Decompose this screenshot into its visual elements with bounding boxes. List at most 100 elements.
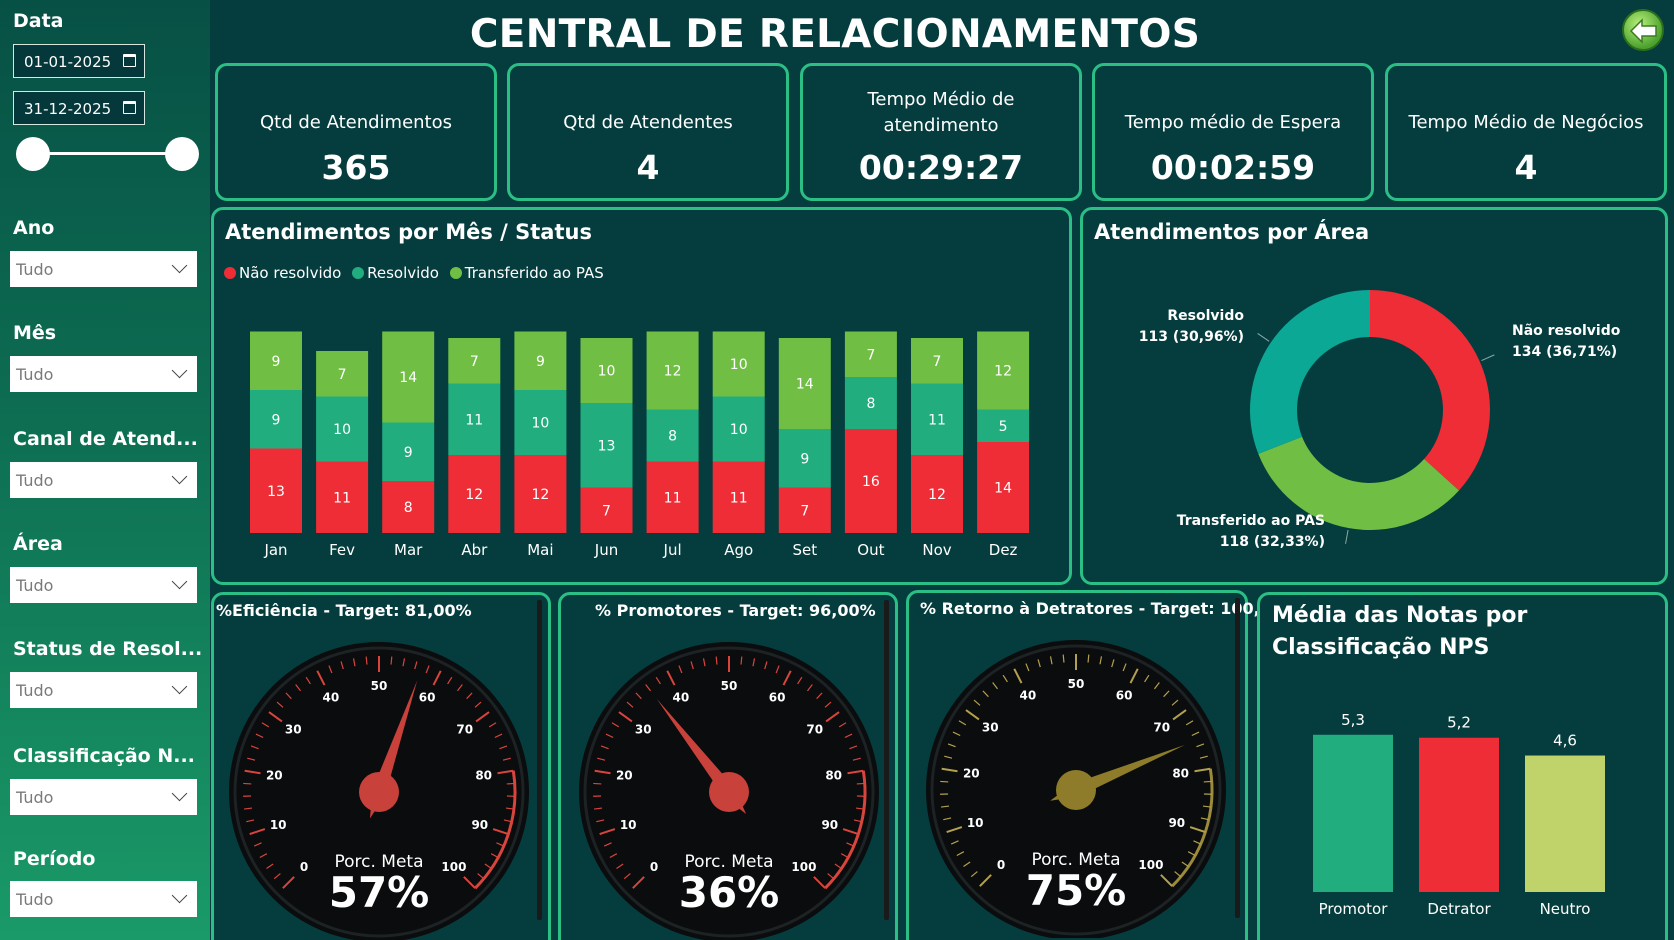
legend-item[interactable]: Transferido ao PAS (449, 264, 604, 282)
gauge-tick (1099, 656, 1103, 665)
scrollbar[interactable] (1235, 598, 1240, 918)
data-label: 5,3 (1341, 711, 1365, 729)
gauge-tick (593, 782, 602, 785)
monthly-chart-title: Atendimentos por Mês / Status (225, 220, 592, 244)
date-range-slider-track[interactable] (32, 152, 182, 155)
gauge-tick (609, 853, 618, 859)
gauge-tick (285, 692, 292, 700)
bar-segment (977, 331, 1030, 410)
gauge-tick (840, 853, 849, 859)
gauge-tick (797, 676, 803, 685)
donut-slice (1258, 436, 1459, 530)
legend-swatch (449, 267, 462, 279)
gauge-scale-label: 20 (266, 768, 283, 782)
kpi-label: Tempo médio de Espera (1124, 112, 1342, 133)
kpi-card-tempo-espera: Tempo médio de Espera 00:02:59 (1092, 63, 1374, 201)
gauge-tick (490, 853, 499, 859)
bar-segment (580, 487, 633, 533)
filter-dropdown-classificacao[interactable]: Tudo (10, 779, 197, 815)
calendar-icon[interactable] (123, 54, 136, 67)
gauge-tick (834, 863, 842, 869)
date-end-input[interactable]: 31-12-2025 (13, 91, 145, 125)
data-label: 11 (730, 490, 748, 506)
gauge-tick (1144, 674, 1150, 683)
gauge-scale-label: 50 (721, 679, 738, 693)
gauge-tick (666, 670, 676, 686)
bar-segment (977, 442, 1030, 533)
bar-segment (580, 338, 633, 403)
gauge-zone-arc (824, 770, 867, 890)
filter-dropdown-mes[interactable]: Tudo (10, 356, 197, 392)
x-tick-label: Detrator (1427, 900, 1491, 918)
back-arrow-icon (1629, 18, 1657, 44)
gauge-tick (295, 684, 302, 692)
filter-label-status: Status de Resol... (13, 638, 203, 660)
gauge-tick (1203, 780, 1212, 783)
data-label: 9 (272, 354, 281, 370)
gauge-tick (502, 757, 511, 761)
gauge-tick (432, 670, 442, 686)
gauge-scale-label: 80 (825, 768, 842, 782)
gauge-tick (825, 711, 840, 723)
data-label: 9 (800, 451, 809, 467)
data-label: 9 (536, 354, 545, 370)
gauge-tick (950, 840, 959, 845)
data-label: 7 (338, 367, 347, 383)
gauge-scale-label: 30 (285, 723, 302, 737)
gauge-tick (273, 873, 281, 880)
data-label: 14 (399, 370, 417, 386)
bar-segment (448, 338, 501, 384)
slice-name-label: Transferido ao PAS (1177, 513, 1325, 529)
gauge-tick (941, 767, 958, 773)
data-label: 8 (404, 500, 413, 516)
legend-item[interactable]: Resolvido (352, 264, 439, 282)
gauge-scale-label: 40 (673, 691, 690, 705)
gauge-caption: Porc. Meta (1031, 850, 1120, 870)
bar-segment (382, 422, 435, 481)
calendar-icon[interactable] (123, 101, 136, 114)
chevron-down-icon (171, 678, 188, 695)
filter-dropdown-area[interactable]: Tudo (10, 567, 197, 603)
gauge-scale-label: 10 (967, 816, 984, 830)
date-range-slider-start-handle[interactable] (16, 137, 50, 171)
gauge-tick (266, 863, 274, 869)
gauge-tick (678, 665, 683, 674)
gauge-tick (702, 658, 706, 667)
gauge-tick (1013, 668, 1023, 684)
dropdown-value: Tudo (16, 788, 54, 807)
bar-segment (580, 403, 633, 488)
gauge-tick (940, 805, 950, 808)
data-label: 10 (730, 422, 748, 438)
filter-dropdown-canal[interactable]: Tudo (10, 462, 197, 498)
date-end-value: 31-12-2025 (24, 100, 112, 118)
date-start-input[interactable]: 01-01-2025 (13, 44, 145, 78)
bar-segment (712, 396, 765, 462)
data-label: 12 (664, 364, 682, 380)
bar-segment (316, 396, 369, 462)
gauge-scale-label: 90 (821, 818, 838, 832)
bar-segment (382, 481, 435, 533)
date-range-slider-end-handle[interactable] (165, 137, 199, 171)
filter-dropdown-ano[interactable]: Tudo (10, 251, 197, 287)
gauge-tick (596, 819, 605, 823)
filter-dropdown-status[interactable]: Tudo (10, 672, 197, 708)
data-label: 16 (862, 474, 880, 490)
gauge-tick (1111, 659, 1115, 668)
dropdown-value: Tudo (16, 576, 54, 595)
legend-item[interactable]: Não resolvido (224, 264, 341, 282)
back-button[interactable] (1622, 9, 1664, 51)
gauge-tick (503, 819, 512, 823)
gauge-scale-label: 80 (475, 768, 492, 782)
gauge-scale-label: 30 (635, 723, 652, 737)
x-tick-label: Jan (263, 541, 287, 559)
scrollbar[interactable] (537, 600, 542, 920)
scrollbar[interactable] (884, 600, 889, 920)
filter-dropdown-periodo[interactable]: Tudo (10, 881, 197, 917)
gauge-tick (594, 769, 611, 775)
gauge-tick (611, 722, 620, 728)
gauge-tick (1200, 817, 1209, 821)
x-tick-label: Nov (922, 541, 951, 559)
gauge-tick (838, 722, 847, 728)
gauge-tick (499, 745, 508, 750)
gauge-tick (282, 876, 295, 889)
